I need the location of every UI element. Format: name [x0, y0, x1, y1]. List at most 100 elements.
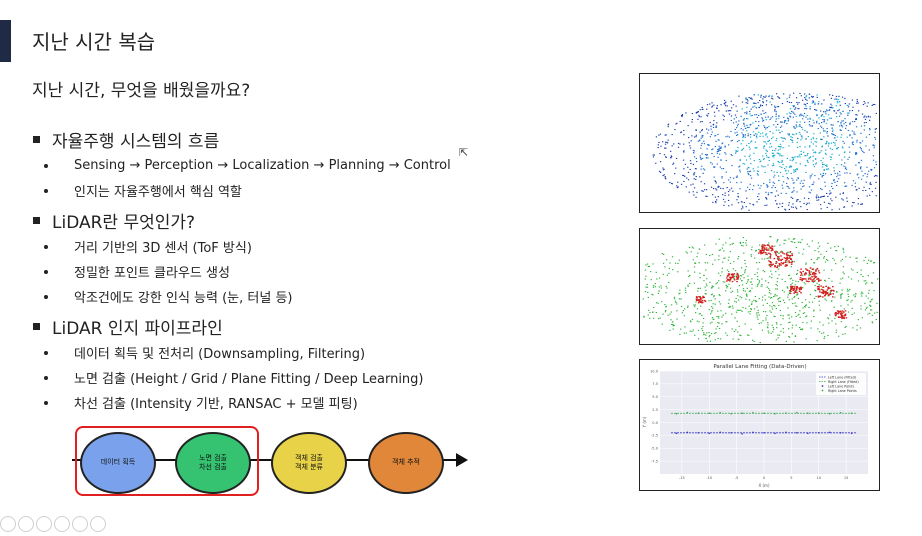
lane-point: [697, 412, 700, 415]
square-bullet-icon: [33, 136, 40, 143]
dot-bullet-icon: [44, 350, 48, 355]
lane-point: [675, 432, 678, 435]
bullet-text: 거리 기반의 3D 센서 (ToF 방식): [74, 241, 252, 256]
bullet-text: 정밀한 포인트 클라우드 생성: [74, 266, 230, 281]
nav-dot[interactable]: [54, 516, 70, 532]
bullet-item: 정밀한 포인트 클라우드 생성: [32, 259, 472, 284]
bullet-item: 노면 검출 (Height / Grid / Plane Fitting / D…: [32, 365, 472, 390]
lane-point: [796, 432, 798, 434]
lane-point: [741, 412, 743, 415]
chart-legend: Left Lane (Fitted) Right Lane (Fitted) L…: [816, 373, 866, 395]
dot-bullet-icon: [44, 188, 48, 193]
lane-point: [752, 431, 754, 434]
x-tick-label: 15: [844, 476, 849, 480]
y-tick-label: -5.0: [651, 447, 659, 451]
lane-point: [675, 412, 678, 415]
lane-point: [686, 411, 689, 414]
lane-point: [730, 432, 732, 434]
x-tick-label: -15: [679, 476, 685, 480]
slide-navigation-dots: [0, 516, 108, 536]
nav-dot[interactable]: [90, 516, 106, 532]
bullet-item: 악조건에도 강한 인식 능력 (눈, 터널 등): [32, 284, 472, 309]
y-tick-label: -7.5: [651, 459, 658, 463]
lane-point: [763, 432, 765, 434]
square-bullet-icon: [33, 323, 40, 330]
lane-point: [796, 411, 798, 414]
lane-point: [730, 412, 732, 415]
square-bullet-icon: [33, 217, 40, 224]
section-heading: LiDAR란 무엇인가?: [32, 207, 472, 234]
pointcloud-blue-canvas: [652, 92, 878, 211]
dot-bullet-icon: [44, 244, 48, 249]
lane-point: [774, 412, 776, 415]
bullet-item: 데이터 획득 및 전처리 (Downsampling, Filtering): [32, 340, 472, 365]
mouse-cursor-icon: ⇱: [459, 146, 469, 159]
y-axis-label: Y (m): [642, 416, 647, 428]
lane-point: [719, 431, 722, 434]
pointcloud-ground-canvas: [642, 236, 879, 344]
pointcloud-points: [642, 236, 879, 344]
section-heading-text: LiDAR란 무엇인가?: [52, 213, 196, 233]
lane-point: [839, 432, 842, 434]
dot-bullet-icon: [44, 163, 48, 168]
lane-point: [785, 431, 787, 434]
pointcloud-image-blue: [639, 73, 880, 213]
section-heading: 자율주행 시스템의 흐름: [32, 126, 472, 153]
x-axis-label: X (m): [758, 483, 769, 488]
pipeline-node-tracking: 객체 추적: [368, 432, 444, 494]
y-tick-label: 5.0: [652, 395, 658, 399]
bullet-text: Sensing → Perception → Localization → Pl…: [74, 158, 451, 173]
pipeline-node-acquisition: 데이터 획득: [80, 432, 156, 494]
flow-line: [72, 459, 458, 461]
legend-left-points: Left Lane Points: [828, 384, 854, 388]
legend-right-points: Right Lane Points: [828, 389, 857, 393]
y-tick-label: 0.0: [652, 421, 658, 425]
x-tick-label: 5: [790, 476, 792, 480]
section-heading: LiDAR 인지 파이프라인: [32, 313, 472, 340]
lane-point: [708, 412, 711, 415]
lane-point: [752, 411, 754, 414]
lane-point: [828, 412, 831, 415]
lane-point: [719, 411, 722, 414]
bullet-list: 자율주행 시스템의 흐름 Sensing → Perception → Loca…: [32, 126, 472, 415]
lane-point: [828, 431, 831, 434]
nav-dot[interactable]: [18, 516, 34, 532]
lane-point: [741, 433, 743, 435]
lane-chart-svg: Parallel Lane Fitting (Data-Driven) 10.0…: [642, 364, 868, 488]
dot-bullet-icon: [44, 269, 48, 274]
lane-point: [806, 412, 809, 415]
bullet-item: 거리 기반의 3D 센서 (ToF 방식): [32, 234, 472, 259]
y-tick-label: 2.5: [652, 408, 658, 412]
bullet-text: 인지는 자율주행에서 핵심 역할: [74, 185, 242, 200]
lane-point: [774, 432, 776, 435]
legend-left-fitted: Left Lane (Fitted): [828, 375, 856, 379]
dot-bullet-icon: [44, 375, 48, 380]
bullet-text: 악조건에도 강한 인식 능력 (눈, 터널 등): [74, 291, 293, 306]
lane-point: [850, 412, 853, 415]
nav-dot[interactable]: [72, 516, 88, 532]
bullet-text: 노면 검출 (Height / Grid / Plane Fitting / D…: [74, 372, 424, 387]
highlight-box: [75, 426, 259, 496]
title-accent-bar: [0, 20, 11, 62]
bullet-item: 차선 검출 (Intensity 기반, RANSAC + 모델 피팅): [32, 390, 472, 415]
legend-right-fitted: Right Lane (Fitted): [828, 380, 859, 384]
chart-title: Parallel Lane Fitting (Data-Driven): [713, 364, 806, 370]
nav-dot[interactable]: [0, 516, 16, 532]
lane-point: [697, 432, 700, 434]
arrow-right-icon: [456, 453, 468, 467]
lane-point: [708, 432, 711, 435]
lane-point: [839, 411, 842, 414]
pointcloud-image-ground: [639, 228, 880, 345]
bullet-item: Sensing → Perception → Localization → Pl…: [32, 153, 472, 178]
lane-point: [850, 432, 853, 435]
dot-bullet-icon: [44, 400, 48, 405]
nav-dot[interactable]: [36, 516, 52, 532]
pipeline-node-ground-lane: 노면 검출 차선 검출: [175, 432, 251, 494]
x-tick-label: 0: [763, 476, 766, 480]
x-tick-label: -10: [706, 476, 713, 480]
pipeline-node-object-detection: 객체 검출 객체 분류: [271, 432, 347, 494]
bullet-item: 인지는 자율주행에서 핵심 역할: [32, 178, 472, 203]
slide-subtitle: 지난 시간, 무엇을 배웠을까요?: [32, 81, 251, 101]
y-tick-label: 10.0: [650, 369, 659, 373]
y-tick-label: -2.5: [651, 434, 658, 438]
